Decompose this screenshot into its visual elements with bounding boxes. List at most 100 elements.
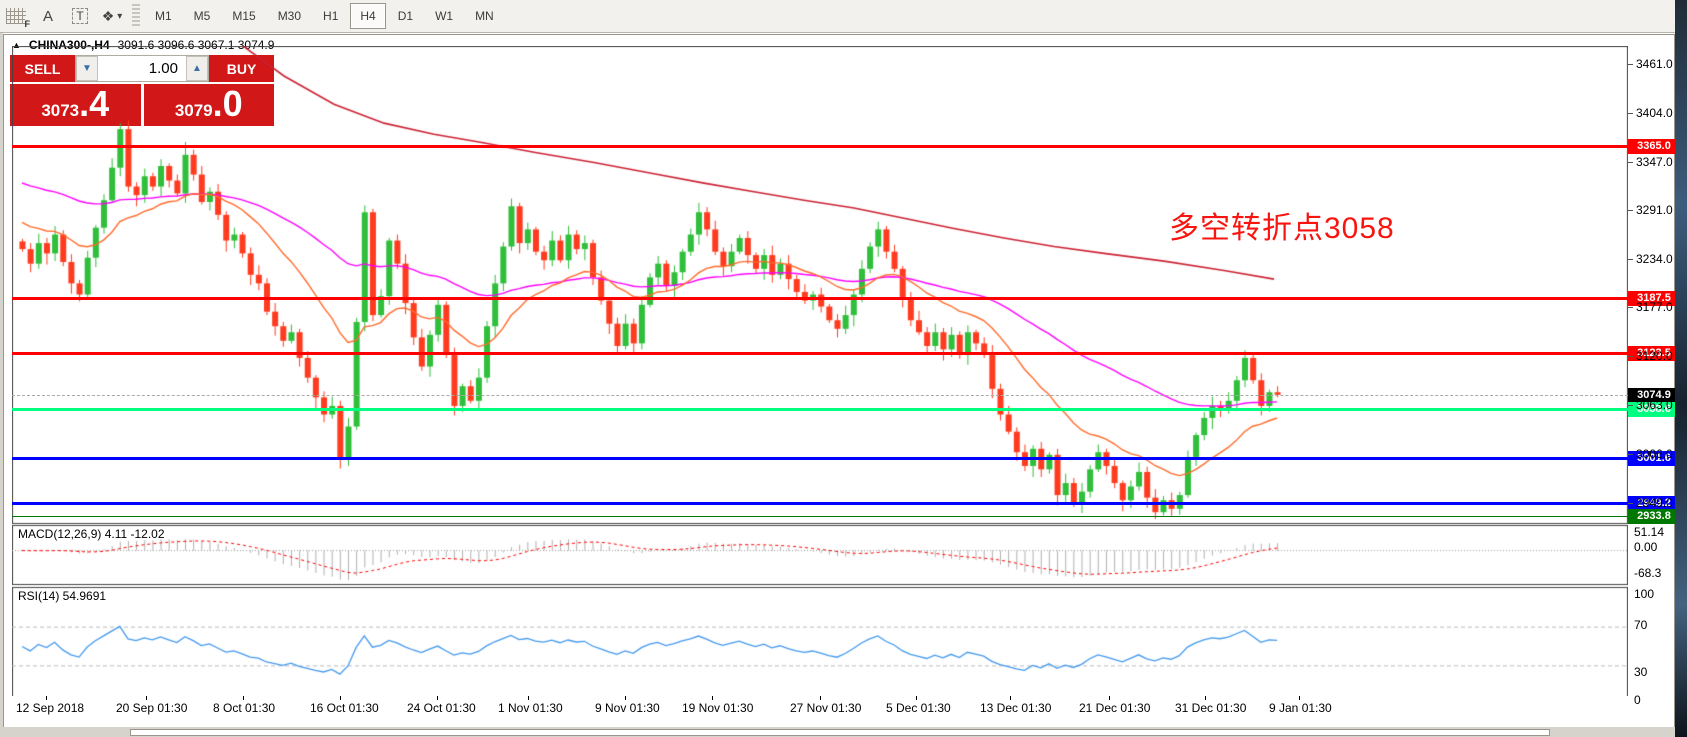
timeframe-MN[interactable]: MN <box>475 9 494 23</box>
rsi-label: RSI(14) 54.9691 <box>18 589 107 603</box>
hline-2949.2[interactable] <box>12 501 1628 505</box>
hline-3058.6[interactable] <box>12 407 1628 411</box>
x-axis-tick <box>243 696 244 700</box>
price-tag-3001.6: 3001.6 <box>1628 450 1680 466</box>
x-axis-tick <box>528 696 529 700</box>
x-axis-tick <box>46 696 47 700</box>
hline-2933.8[interactable] <box>12 515 1628 517</box>
indicator-grid-button[interactable]: F <box>1 3 31 29</box>
x-axis-label: 9 Nov 01:30 <box>595 701 660 715</box>
price-tag-3187.5: 3187.5 <box>1628 291 1680 307</box>
x-axis-tick <box>625 696 626 700</box>
top-toolbar: F A T ❖ ▾ M1 M5 M15 M30 H1 H4 D1 W1 MN <box>0 0 1675 33</box>
y-axis-tick <box>1628 112 1633 114</box>
price-tag-3058.6: 3058.6 <box>1628 401 1680 417</box>
y-axis-tick <box>1628 405 1633 407</box>
hline-3123.5[interactable] <box>12 352 1628 356</box>
y-axis-label: 3461.0 <box>1636 57 1673 71</box>
collapse-triangle-icon[interactable]: ▲ <box>12 40 21 50</box>
timeframe-M1[interactable]: M1 <box>155 9 172 23</box>
x-axis-tick <box>712 696 713 700</box>
y-axis-tick <box>1628 209 1633 211</box>
y-axis-tick <box>1628 161 1633 163</box>
background-window-edge <box>1675 0 1687 737</box>
window-left-edge <box>0 33 3 737</box>
x-axis-label: 1 Nov 01:30 <box>498 701 563 715</box>
y-axis-label: 3063.0 <box>1636 398 1673 413</box>
y-axis-label: 3404.0 <box>1636 105 1673 120</box>
chart-window: ▲ CHINA300-,H4 3091.6 3096.6 3067.1 3074… <box>3 34 1680 737</box>
x-axis-label: 9 Jan 01:30 <box>1269 701 1332 715</box>
y-axis-label: 3234.0 <box>1636 251 1673 266</box>
hline-3001.6[interactable] <box>12 456 1628 460</box>
x-axis-label: 31 Dec 01:30 <box>1175 701 1247 715</box>
rsi-scale-label: 70 <box>1634 618 1648 632</box>
y-axis-tick <box>1628 453 1633 455</box>
macd-scale-label: 51.14 <box>1634 525 1665 539</box>
timeframe-W1[interactable]: W1 <box>435 9 454 23</box>
y-axis-label: 2949.0 <box>1636 495 1673 510</box>
x-axis-label: 8 Oct 01:30 <box>213 701 276 715</box>
price-tag-3123.5: 3123.5 <box>1628 346 1680 362</box>
rsi-scale-label: 100 <box>1634 587 1655 601</box>
x-axis-tick <box>146 696 147 700</box>
y-axis-tick <box>1628 502 1633 504</box>
x-axis-label: 20 Sep 01:30 <box>116 701 188 715</box>
timeframe-M15[interactable]: M15 <box>232 9 256 23</box>
timeframe-bar: M1 M5 M15 M30 H1 H4 D1 W1 MN <box>144 3 505 29</box>
x-axis-label: 16 Oct 01:30 <box>310 701 379 715</box>
x-axis-tick <box>1299 696 1300 700</box>
timeframe-D1[interactable]: D1 <box>397 9 414 23</box>
y-axis-label: 3347.0 <box>1636 154 1673 169</box>
timeframe-H4[interactable]: H4 <box>350 3 386 29</box>
x-axis-tick <box>340 696 341 700</box>
toolbar-grip[interactable] <box>132 4 140 28</box>
hline-3187.5[interactable] <box>12 297 1628 301</box>
y-axis-label: 3177.0 <box>1636 300 1673 315</box>
price-tag-3365.0: 3365.0 <box>1628 139 1680 155</box>
shapes-dropdown-button[interactable]: ❖ ▾ <box>97 3 127 29</box>
macd-scale-label: 0.00 <box>1634 540 1658 554</box>
x-axis-label: 24 Oct 01:30 <box>407 701 476 715</box>
x-axis-label: 19 Nov 01:30 <box>682 701 754 715</box>
y-axis-label: 3291.0 <box>1636 202 1673 217</box>
text-label-button[interactable]: T <box>65 3 95 29</box>
x-axis-label: 21 Dec 01:30 <box>1079 701 1151 715</box>
x-axis-tick <box>1109 696 1110 700</box>
chevron-down-icon: ▾ <box>117 10 123 22</box>
x-axis-tick <box>437 696 438 700</box>
y-axis-tick <box>1628 64 1633 65</box>
macd-label: MACD(12,26,9) 4.11 -12.02 <box>18 527 165 541</box>
x-axis[interactable]: 12 Sep 2018 20 Sep 01:30 8 Oct 01:30 16 Oct… <box>12 696 1628 718</box>
x-axis-tick <box>1010 696 1011 700</box>
y-axis-label: 3006.0 <box>1636 446 1673 461</box>
x-axis-tick <box>1205 696 1206 700</box>
y-axis-tick <box>1628 307 1633 309</box>
letter-a-icon: A <box>42 7 53 25</box>
x-axis-label: 27 Nov 01:30 <box>790 701 862 715</box>
y-axis-tick <box>1628 356 1633 358</box>
x-axis-label: 12 Sep 2018 <box>16 701 85 715</box>
x-axis-tick <box>820 696 821 700</box>
docked-panel-edge <box>130 729 1550 736</box>
cursor-a-button[interactable]: A <box>33 3 63 29</box>
timeframe-M30[interactable]: M30 <box>277 9 302 23</box>
text-t-icon: T <box>72 8 88 24</box>
shapes-icon: ❖ <box>101 7 115 24</box>
x-axis-label: 5 Dec 01:30 <box>886 701 951 715</box>
y-axis-tick <box>1628 258 1633 260</box>
timeframe-H1[interactable]: H1 <box>323 9 339 23</box>
y-axis-label: 3120.0 <box>1636 349 1673 364</box>
grid-f-icon: F <box>6 8 30 29</box>
timeframe-M5[interactable]: M5 <box>193 9 211 23</box>
chart-annotation[interactable]: 多空转折点3058 <box>1169 212 1395 245</box>
x-axis-tick <box>916 696 917 700</box>
price-tag-3074.9: 3074.9 <box>1628 387 1680 403</box>
price-tag-2933.8: 2933.8 <box>1628 508 1680 524</box>
hline-3365.0[interactable] <box>12 145 1628 149</box>
price-chart-canvas[interactable] <box>12 46 1628 707</box>
rsi-scale-label: 0 <box>1634 693 1641 707</box>
macd-scale-label: -68.3 <box>1634 566 1662 580</box>
rsi-scale-label: 30 <box>1634 665 1648 679</box>
hline-3074.9[interactable] <box>12 394 1628 396</box>
